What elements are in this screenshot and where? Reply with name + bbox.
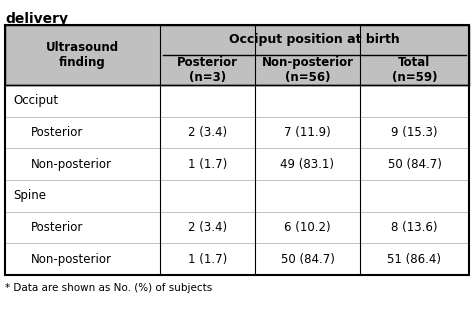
Text: 1 (1.7): 1 (1.7): [188, 253, 227, 266]
Text: Ultrasound
finding: Ultrasound finding: [46, 41, 119, 69]
Text: Total
(n=59): Total (n=59): [392, 56, 437, 84]
Text: delivery: delivery: [5, 12, 68, 26]
Text: 9 (15.3): 9 (15.3): [391, 126, 438, 139]
Bar: [5, 25, 469, 85]
Text: Non-posterior: Non-posterior: [31, 253, 112, 266]
Text: * Data are shown as No. (%) of subjects: * Data are shown as No. (%) of subjects: [5, 283, 212, 293]
Text: 50 (84.7): 50 (84.7): [281, 253, 335, 266]
Text: 1 (1.7): 1 (1.7): [188, 158, 227, 171]
Text: Non-posterior: Non-posterior: [31, 158, 112, 171]
Text: Occiput position at birth: Occiput position at birth: [229, 34, 400, 47]
Text: Posterior
(n=3): Posterior (n=3): [177, 56, 238, 84]
Text: 49 (83.1): 49 (83.1): [281, 158, 335, 171]
Text: 7 (11.9): 7 (11.9): [284, 126, 331, 139]
Text: Spine: Spine: [13, 189, 46, 202]
Text: 50 (84.7): 50 (84.7): [388, 158, 441, 171]
Text: 6 (10.2): 6 (10.2): [284, 221, 331, 234]
Text: Posterior: Posterior: [31, 126, 83, 139]
Text: Posterior: Posterior: [31, 221, 83, 234]
Text: 8 (13.6): 8 (13.6): [391, 221, 438, 234]
Bar: [5, 85, 469, 275]
Text: Non-posterior
(n=56): Non-posterior (n=56): [262, 56, 354, 84]
Bar: [5, 25, 469, 275]
Text: 51 (86.4): 51 (86.4): [388, 253, 441, 266]
Text: 2 (3.4): 2 (3.4): [188, 126, 227, 139]
Text: 2 (3.4): 2 (3.4): [188, 221, 227, 234]
Text: Occiput: Occiput: [13, 94, 58, 107]
